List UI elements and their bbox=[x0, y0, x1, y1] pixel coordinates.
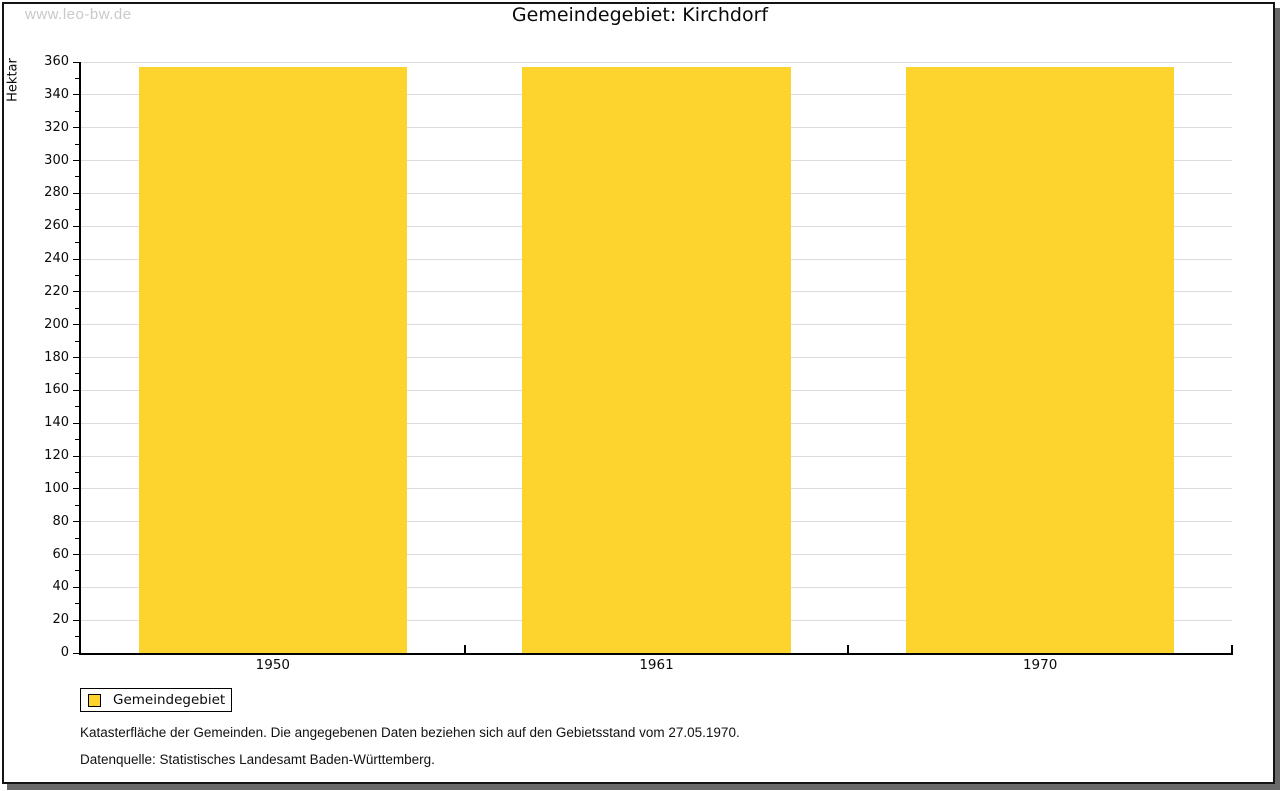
x-tick-label-1961: 1961 bbox=[639, 657, 674, 673]
x-axis-end-tick bbox=[1231, 645, 1233, 653]
y-tick-major bbox=[73, 422, 79, 424]
y-tick-label: 220 bbox=[44, 283, 69, 299]
y-tick-label: 0 bbox=[60, 645, 69, 660]
y-tick-label: 200 bbox=[44, 316, 69, 332]
y-tick-label: 40 bbox=[52, 579, 69, 595]
y-tick-label: 20 bbox=[52, 612, 69, 628]
y-tick-minor bbox=[75, 209, 79, 211]
y-tick-major bbox=[73, 192, 79, 194]
x-tick-label-1950: 1950 bbox=[255, 657, 290, 673]
y-tick-major bbox=[73, 160, 79, 161]
x-tick-boundary bbox=[847, 645, 850, 653]
y-tick-minor bbox=[75, 274, 79, 276]
y-tick-major bbox=[73, 521, 79, 523]
y-tick-major bbox=[73, 554, 79, 555]
y-tick-label: 140 bbox=[44, 415, 69, 431]
y-tick-major bbox=[73, 357, 79, 358]
y-tick-label: 360 bbox=[44, 54, 69, 69]
y-tick-minor bbox=[75, 176, 79, 178]
y-tick-label: 320 bbox=[44, 119, 69, 135]
y-tick-minor bbox=[75, 110, 79, 112]
y-tick-minor bbox=[75, 504, 79, 506]
y-tick-label: 100 bbox=[44, 480, 69, 496]
y-tick-minor bbox=[75, 340, 79, 342]
bar-1970 bbox=[905, 66, 1175, 653]
y-tick-minor bbox=[75, 307, 79, 309]
y-tick-major bbox=[73, 258, 79, 260]
y-tick-label: 300 bbox=[44, 152, 69, 168]
chart-title: Gemeindegebiet: Kirchdorf bbox=[511, 4, 769, 26]
y-tick-major bbox=[73, 455, 79, 457]
y-tick-minor bbox=[75, 242, 79, 244]
y-tick-major bbox=[73, 94, 79, 96]
footer-description: Katasterfläche der Gemeinden. Die angege… bbox=[80, 725, 740, 740]
footer-datasource: Datenquelle: Statistisches Landesamt Bad… bbox=[80, 752, 435, 767]
y-tick-minor bbox=[75, 603, 79, 605]
y-tick-minor bbox=[75, 471, 79, 473]
y-tick-label: 180 bbox=[44, 349, 69, 365]
y-tick-major bbox=[73, 225, 79, 227]
watermark-leo-bw: www.leo-bw.de bbox=[25, 6, 132, 23]
y-tick-major bbox=[73, 652, 79, 654]
y-tick-major bbox=[73, 291, 79, 293]
y-tick-label: 260 bbox=[44, 218, 69, 234]
y-tick-label: 340 bbox=[44, 86, 69, 102]
y-tick-label: 120 bbox=[44, 448, 69, 463]
y-tick-minor bbox=[75, 636, 79, 638]
x-tick-boundary bbox=[463, 645, 466, 653]
y-tick-major bbox=[73, 619, 79, 621]
y-tick-minor bbox=[75, 77, 79, 79]
legend-swatch-icon bbox=[88, 693, 101, 707]
y-tick-minor bbox=[75, 373, 79, 375]
y-tick-major bbox=[73, 127, 79, 129]
y-tick-major bbox=[73, 389, 79, 391]
y-tick-label: 280 bbox=[44, 185, 69, 201]
y-tick-major bbox=[73, 324, 79, 326]
y-tick-label: 160 bbox=[44, 382, 69, 398]
y-tick-minor bbox=[75, 570, 79, 572]
y-tick-minor bbox=[75, 406, 79, 408]
y-tick-label: 60 bbox=[52, 546, 69, 562]
legend-label: Gemeindegebiet bbox=[113, 692, 226, 708]
gridline bbox=[81, 61, 1232, 63]
y-axis-line bbox=[79, 62, 81, 655]
bar-1950 bbox=[138, 66, 408, 653]
bar-1961 bbox=[522, 66, 791, 653]
y-tick-minor bbox=[75, 537, 79, 539]
y-tick-major bbox=[73, 488, 79, 490]
y-tick-major bbox=[73, 586, 79, 588]
x-tick-label-1970: 1970 bbox=[1022, 657, 1058, 673]
y-axis-title: Hektar bbox=[5, 58, 21, 102]
y-tick-minor bbox=[75, 143, 79, 145]
x-axis-line bbox=[79, 653, 1233, 655]
y-tick-label: 80 bbox=[52, 513, 69, 529]
y-tick-minor bbox=[75, 439, 79, 441]
y-tick-label: 240 bbox=[44, 251, 69, 266]
legend: Gemeindegebiet bbox=[80, 688, 232, 712]
y-tick-major bbox=[73, 61, 79, 63]
